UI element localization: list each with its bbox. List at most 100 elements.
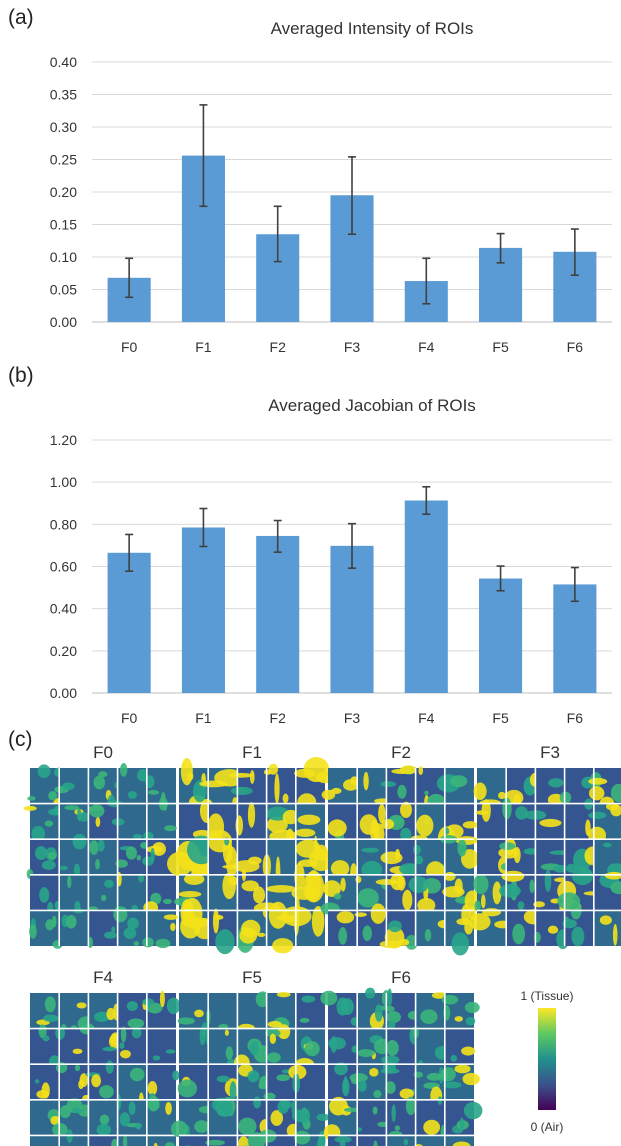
y-tick-label: 0.00 (50, 685, 77, 701)
roi-blob (247, 802, 256, 828)
roi-tile (357, 1135, 387, 1146)
roi-blob (357, 1080, 367, 1092)
colorbar (538, 1008, 556, 1110)
roi-blob (336, 911, 355, 924)
roi-blob (172, 1070, 180, 1081)
roi-blob (387, 1020, 396, 1030)
roi-blob (459, 1117, 465, 1131)
y-tick-label: 0.10 (50, 249, 77, 265)
roi-blob (473, 874, 489, 895)
y-tick-label: 0.20 (50, 184, 77, 200)
roi-blob (230, 786, 253, 796)
roi-blob (403, 1138, 409, 1146)
roi-blob (281, 1100, 293, 1109)
roi-blob (565, 863, 577, 873)
roi-blob (328, 1037, 346, 1050)
roi-blob (450, 775, 468, 788)
roi-blob (498, 847, 520, 859)
roi-blob (67, 875, 72, 889)
roi-blob (35, 1079, 40, 1084)
roi-blob (340, 877, 346, 892)
bar-F5 (479, 578, 523, 693)
roi-blob (498, 791, 506, 800)
roi-blob (102, 1046, 117, 1052)
roi-blob (123, 927, 137, 939)
x-tick-label: F1 (195, 339, 212, 355)
roi-blob (269, 1033, 277, 1045)
roi-blob (282, 793, 289, 804)
roi-blob (442, 886, 465, 898)
roi-blob (50, 1115, 61, 1126)
roi-blob (170, 1120, 188, 1138)
roi-blob (299, 1017, 310, 1023)
roi-blob (499, 884, 521, 898)
roi-blob (155, 938, 171, 949)
roi-blob (266, 885, 297, 893)
roi-blob (385, 1081, 396, 1094)
x-tick-label: F2 (270, 710, 287, 726)
roi-blob (334, 1062, 348, 1076)
roi-blob (469, 913, 491, 931)
roi-blob (180, 758, 193, 786)
roi-tile (444, 1135, 474, 1146)
roi-blob (370, 903, 386, 924)
roi-blob (297, 814, 321, 825)
roi-blob (610, 783, 621, 803)
roi-blob (241, 919, 261, 938)
chart-intensity: Averaged Intensity of ROIs 0.00 0.05 0.10 0.… (50, 19, 612, 355)
roi-blob (357, 888, 379, 908)
roi-blob (111, 926, 116, 933)
roi-blob (386, 1039, 399, 1057)
roi-blob (381, 819, 395, 830)
roi-blob (177, 1017, 195, 1025)
roi-blob (98, 771, 108, 778)
roi-blob (41, 1082, 50, 1099)
roi-blob (378, 803, 386, 824)
roi-blob (363, 771, 369, 791)
roi-blob (465, 1016, 476, 1026)
roi-blob (423, 1119, 441, 1135)
chart-title: Averaged Intensity of ROIs (271, 19, 474, 38)
roi-blob (153, 1142, 158, 1146)
roi-blob (72, 1048, 83, 1054)
roi-blob (125, 846, 138, 860)
roi-blob (142, 937, 154, 948)
roi-blob (267, 1052, 281, 1063)
y-tick-label: 0.40 (50, 54, 77, 70)
roi-blob (408, 876, 429, 894)
roi-blob (128, 790, 137, 799)
x-tick-label: F3 (344, 339, 361, 355)
roi-grid-F3 (469, 768, 621, 950)
roi-blob (216, 1106, 234, 1117)
roi-blob (37, 764, 51, 779)
roi-blob (238, 1117, 257, 1136)
roi-blob (48, 790, 58, 801)
roi-blob (143, 831, 154, 841)
roi-blob (394, 1125, 401, 1131)
roi-blob (443, 1081, 462, 1089)
roi-blob (426, 1072, 443, 1081)
roi-blob (339, 1138, 346, 1146)
y-tick-label: 0.80 (50, 516, 77, 532)
roi-blob (177, 1079, 198, 1098)
roi-blob (547, 925, 559, 934)
roi-blob (372, 1106, 378, 1115)
roi-blob (88, 805, 104, 812)
roi-tile (88, 874, 118, 911)
roi-blob (263, 769, 272, 775)
roi-blob (370, 819, 380, 843)
bar-F6 (553, 584, 597, 693)
roi-tile (88, 1135, 118, 1146)
roi-blob (304, 1041, 320, 1057)
roi-blob (373, 1140, 378, 1146)
roi-blob (76, 1002, 87, 1009)
y-tick-label: 1.00 (50, 474, 77, 490)
roi-blob (417, 897, 436, 913)
roi-blob (99, 1085, 114, 1099)
roi-tile (415, 910, 445, 946)
roi-tile (117, 1135, 147, 1146)
roi-blob (291, 1109, 308, 1122)
roi-blob (127, 917, 139, 930)
roi-blob (225, 1046, 234, 1060)
roi-blob (373, 1090, 382, 1099)
